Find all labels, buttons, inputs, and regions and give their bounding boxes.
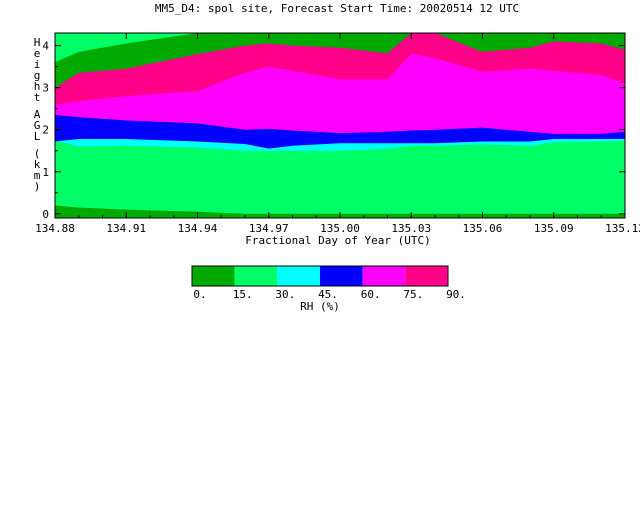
y-tick-label: 4 <box>42 40 49 53</box>
colorbar-label: RH (%) <box>300 300 340 313</box>
y-tick-label: 1 <box>42 166 49 179</box>
y-tick-label: 2 <box>42 124 49 137</box>
plot-area <box>55 33 625 218</box>
y-label-char: e <box>34 47 41 60</box>
band-6 <box>55 33 625 88</box>
colorbar-swatch <box>192 266 235 286</box>
colorbar-swatch <box>320 266 363 286</box>
x-tick-label: 135.12 <box>605 222 640 235</box>
x-tick-label: 134.88 <box>35 222 75 235</box>
colorbar-tick-label: 0. <box>193 288 206 301</box>
y-tick-label: 3 <box>42 82 49 95</box>
y-label-char: ( <box>34 147 41 160</box>
colorbar-frame <box>191 265 449 287</box>
y-label-char: H <box>34 36 41 49</box>
x-tick-label: 135.00 <box>320 222 360 235</box>
x-tick-label: 135.09 <box>534 222 574 235</box>
colorbar-swatch <box>277 266 320 286</box>
colorbar-swatch <box>234 266 278 286</box>
y-tick-label: 0 <box>42 208 49 221</box>
y-label-char: i <box>34 58 41 71</box>
x-tick-label: 135.03 <box>391 222 431 235</box>
colorbar-swatch <box>405 266 448 286</box>
y-label-char: G <box>34 119 41 132</box>
colorbar-tick-label: 30. <box>275 288 295 301</box>
x-tick-label: 134.97 <box>249 222 289 235</box>
y-label-char: h <box>34 80 41 93</box>
y-label-char: ) <box>34 180 41 193</box>
colorbar-tick-label: 45. <box>318 288 338 301</box>
x-tick-label: 134.91 <box>106 222 146 235</box>
y-label-char: t <box>34 91 41 104</box>
axes: 134.88 134.91 134.94 134.97 135.00 135.03 135.… <box>35 32 640 235</box>
colorbar-swatch <box>362 266 406 286</box>
colorbar-tick-label: 15. <box>233 288 253 301</box>
y-label-char: L <box>34 130 41 143</box>
x-tick-label: 135.06 <box>463 222 503 235</box>
y-label-char: g <box>34 69 41 82</box>
x-tick-label: 134.94 <box>178 222 218 235</box>
colorbar-tick-label: 75. <box>403 288 423 301</box>
band-7 <box>55 33 625 63</box>
colorbar: 0. 15. 30. 45. 60. 75. 90. <box>191 265 466 301</box>
y-label-char: A <box>34 108 41 121</box>
colorbar-tick-label: 60. <box>361 288 381 301</box>
chart-title: MM5_D4: spol site, Forecast Start Time: … <box>155 2 519 15</box>
y-label-char: k <box>34 158 41 171</box>
x-axis-label: Fractional Day of Year (UTC) <box>245 234 430 247</box>
colorbar-tick-label: 90. <box>446 288 466 301</box>
y-label-char: m <box>34 169 41 182</box>
